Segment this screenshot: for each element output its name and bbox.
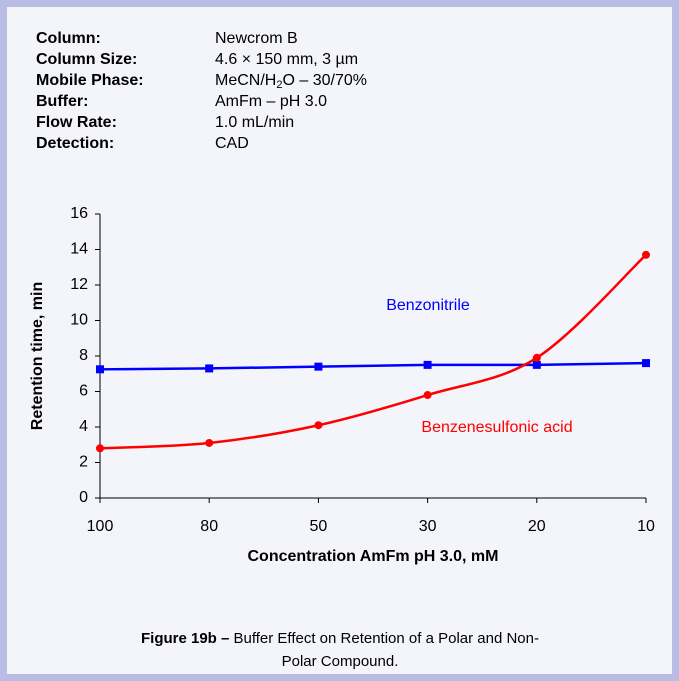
- condition-value: MeCN/H2O – 30/70%: [215, 71, 367, 91]
- caption-label: Figure 19b –: [140, 630, 230, 647]
- condition-value: Newcrom B: [215, 30, 298, 47]
- x-tick-label: 50: [310, 518, 328, 535]
- y-tick-label: 12: [70, 276, 88, 293]
- x-tick-label: 100: [87, 518, 114, 535]
- marker: [532, 353, 541, 362]
- series-label: Benzonitrile: [386, 297, 470, 314]
- marker: [96, 365, 104, 374]
- marker: [423, 360, 432, 369]
- marker: [642, 250, 650, 259]
- x-tick-label: 80: [200, 518, 218, 535]
- marker: [314, 362, 323, 371]
- condition-value-part: O – 30/70%: [282, 72, 367, 89]
- x-tick-label: 10: [637, 518, 655, 535]
- y-tick-label: 14: [70, 241, 88, 258]
- series-label: Benzenesulfonic acid: [421, 419, 572, 436]
- marker: [423, 391, 432, 400]
- series-line: [99, 253, 647, 450]
- y-tick-label: 0: [79, 489, 88, 506]
- x-axis-label: Concentration AmFm pH 3.0, mM: [248, 548, 499, 565]
- caption: Figure 19b – Buffer Effect on Retention …: [125, 627, 555, 673]
- marker: [205, 438, 214, 447]
- condition-label: Flow Rate:: [36, 114, 117, 131]
- marker: [96, 444, 104, 453]
- x-tick-label: 30: [419, 518, 437, 535]
- condition-value: AmFm – pH 3.0: [215, 93, 328, 110]
- y-tick-label: 8: [79, 347, 88, 364]
- series-line: [99, 361, 647, 371]
- y-tick-label: 2: [79, 454, 88, 471]
- condition-label: Buffer:: [36, 93, 89, 110]
- condition-value: 1.0 mL/min: [215, 114, 295, 131]
- marker: [642, 359, 650, 368]
- condition-value: CAD: [215, 135, 249, 152]
- condition-value-part: 2: [276, 79, 283, 91]
- condition-label: Detection:: [36, 135, 115, 152]
- condition-label: Mobile Phase:: [36, 72, 144, 89]
- condition-label: Column:: [36, 30, 101, 47]
- y-tick-label: 6: [79, 383, 88, 400]
- marker: [314, 421, 323, 430]
- x-tick-label: 20: [528, 518, 546, 535]
- marker: [205, 364, 214, 373]
- condition-value-part: MeCN/H: [215, 72, 277, 89]
- y-axis-label: Retention time, min: [29, 282, 46, 430]
- marker: [532, 360, 541, 369]
- y-tick-label: 10: [70, 312, 88, 329]
- caption-text: Buffer Effect on Retention of a Polar an…: [233, 630, 539, 670]
- condition-label: Column Size:: [36, 51, 138, 68]
- y-tick-label: 4: [79, 418, 88, 435]
- y-tick-label: 16: [70, 205, 88, 222]
- condition-value: 4.6 × 150 mm, 3 µm: [215, 51, 359, 68]
